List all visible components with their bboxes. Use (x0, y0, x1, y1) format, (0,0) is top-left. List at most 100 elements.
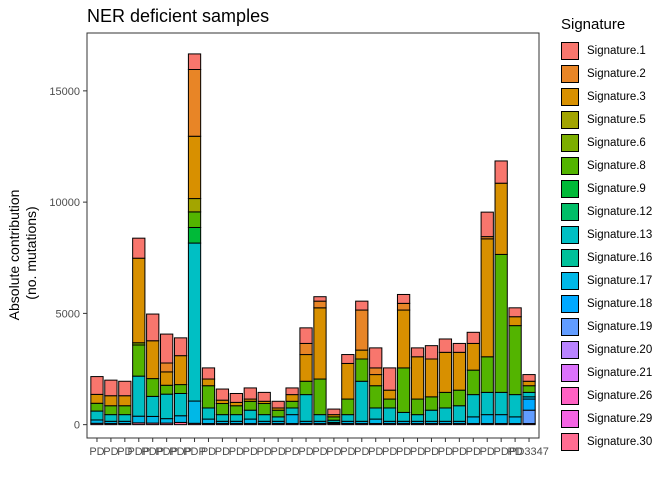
bar-segment (104, 395, 118, 407)
legend-key-swatch (561, 202, 579, 221)
legend-item: Signature.6 (561, 131, 652, 154)
bar-segment (508, 416, 522, 425)
bar-stack (173, 337, 188, 426)
bar-segment (299, 380, 313, 396)
x-tick-label: PD (117, 446, 132, 458)
legend-key-swatch (561, 110, 579, 129)
bar-segment (271, 400, 285, 409)
legend-label: Signature.26 (587, 389, 653, 402)
bar-segment (341, 398, 355, 416)
bar-stack (466, 331, 480, 426)
legend-label: Signature.18 (587, 297, 653, 310)
bar-segment (132, 344, 146, 377)
bar-segment (494, 160, 508, 184)
bar-segment (424, 409, 439, 422)
bar-segment (215, 414, 230, 422)
legend-label: Signature.6 (587, 136, 646, 149)
bar-segment (522, 409, 536, 425)
bar-stack (187, 53, 202, 426)
bar-segment (118, 380, 132, 397)
stacked-bars (90, 53, 536, 426)
legend-title: Signature (561, 16, 626, 33)
bar-segment (396, 367, 411, 413)
bar-stack (396, 293, 411, 426)
legend-key-swatch (561, 409, 579, 428)
bar-segment (271, 409, 285, 418)
y-axis-label-line-1: Absolute contribution (6, 190, 22, 321)
legend-key-swatch (561, 317, 579, 336)
bar-stack (494, 160, 508, 426)
bar-segment (424, 345, 439, 360)
x-tick-label: PD (229, 446, 244, 458)
bar-segment (285, 414, 299, 425)
bar-segment (369, 347, 383, 369)
legend-label: Signature.29 (587, 412, 653, 425)
bar-segment (285, 407, 299, 416)
legend-key-swatch (561, 271, 579, 290)
bar-stack (522, 374, 536, 426)
bar-stack (480, 211, 494, 426)
bar-segment (285, 400, 299, 409)
bar-stack (271, 400, 285, 426)
bar-segment (508, 307, 522, 318)
bar-segment (355, 380, 369, 422)
bar-segment (396, 411, 411, 422)
bar-segment (187, 211, 202, 228)
bar-stack (160, 333, 174, 426)
bar-stack (341, 354, 355, 426)
legend-key-swatch (561, 340, 579, 359)
legend-item: Signature.26 (561, 384, 652, 407)
legend-item: Signature.16 (561, 246, 652, 269)
legend-item: Signature.30 (561, 430, 652, 453)
bar-stack (355, 300, 369, 426)
bar-segment (173, 384, 188, 394)
y-axis-label-line-2: (no. mutations) (23, 206, 39, 299)
bar-segment (494, 391, 508, 416)
bar-stack (229, 392, 243, 426)
bar-segment (201, 407, 216, 420)
bar-segment (160, 333, 174, 364)
bar-segment (508, 325, 522, 396)
bar-stack (132, 237, 146, 426)
legend-item: Signature.12 (561, 200, 652, 223)
bar-segment (243, 387, 257, 400)
bar-segment (466, 369, 480, 396)
legend-key-swatch (561, 386, 579, 405)
bar-segment (187, 68, 202, 137)
bar-segment (187, 198, 202, 213)
bar-segment (494, 253, 508, 393)
bar-segment (187, 226, 202, 244)
bar-stack (257, 391, 271, 426)
x-tick-label: PD (312, 446, 327, 458)
bar-segment (522, 391, 536, 398)
x-tick-label: PDP (169, 446, 192, 458)
bar-segment (285, 387, 299, 396)
bar-segment (243, 418, 257, 425)
legend-item: Signature.3 (561, 85, 652, 108)
bar-segment (466, 342, 480, 371)
x-tick-label: PD (507, 446, 522, 458)
x-tick-label: PD (382, 446, 397, 458)
bar-segment (90, 393, 104, 404)
bar-segment (257, 414, 271, 422)
bar-segment (187, 53, 202, 70)
legend-label: Signature.8 (587, 159, 646, 172)
bar-segment (215, 403, 230, 416)
legend-key-swatch (561, 156, 579, 175)
x-tick-label: PD (396, 446, 411, 458)
bar-segment (146, 378, 160, 397)
legend-label: Signature.21 (587, 366, 653, 379)
bar-segment (201, 378, 216, 387)
bar-segment (146, 313, 160, 342)
legend-key-swatch (561, 432, 579, 451)
legend-key-swatch (561, 248, 579, 267)
bar-segment (299, 327, 313, 344)
x-tick-label: PD (494, 446, 509, 458)
legend-label: Signature.12 (587, 205, 653, 218)
y-tick-label: 0 (74, 420, 80, 432)
x-tick-label: PD (243, 446, 258, 458)
bar-segment (424, 396, 439, 411)
bar-segment (355, 349, 369, 360)
bar-segment (327, 416, 341, 421)
